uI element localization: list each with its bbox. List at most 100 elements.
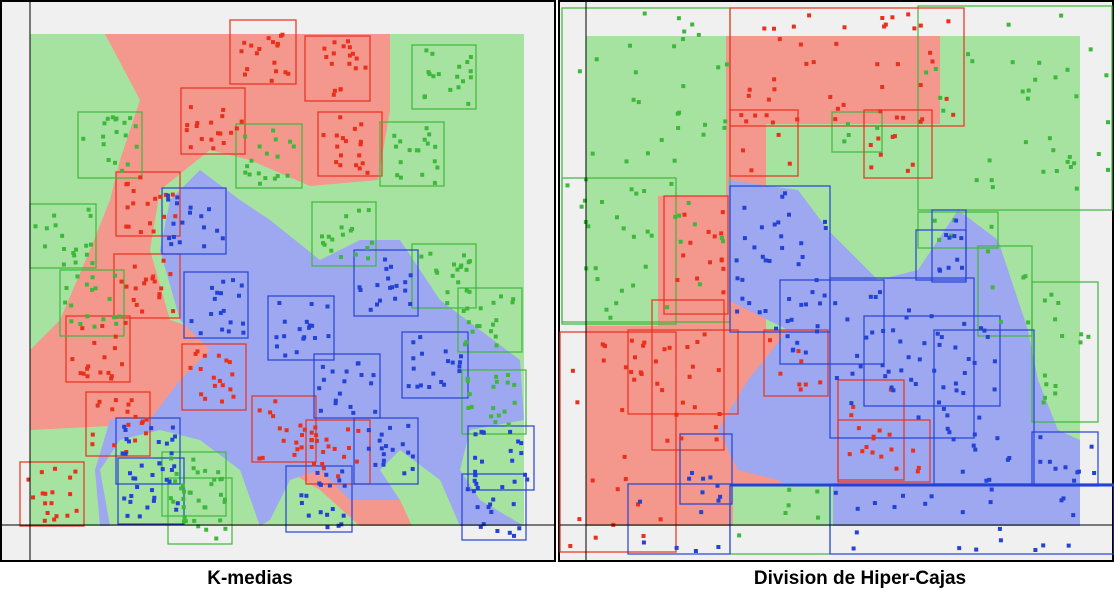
blue-point — [1005, 457, 1010, 462]
green-point — [642, 11, 647, 16]
green-point — [450, 273, 455, 278]
blue-point — [953, 381, 958, 386]
red-point — [142, 281, 147, 286]
blue-point — [945, 413, 950, 418]
green-point — [673, 215, 678, 219]
red-point — [951, 112, 956, 117]
blue-point — [740, 277, 745, 282]
red-point — [894, 466, 899, 471]
blue-point — [137, 514, 142, 519]
blue-point — [313, 336, 317, 340]
green-point — [716, 65, 721, 70]
blue-point — [901, 493, 905, 498]
green-point — [196, 524, 201, 529]
red-cluster-box — [181, 343, 247, 411]
red-point — [284, 428, 289, 433]
red-point — [795, 117, 800, 122]
green-point — [62, 247, 66, 251]
red-point — [842, 25, 847, 30]
red-point — [928, 50, 933, 55]
green-point — [123, 133, 128, 138]
red-point — [662, 347, 667, 352]
red-point — [43, 491, 48, 496]
green-point — [1074, 186, 1079, 191]
red-point — [332, 88, 337, 93]
green-point — [395, 173, 400, 178]
blue-point — [815, 329, 819, 334]
green-point — [466, 405, 471, 410]
green-point — [60, 233, 65, 238]
green-point — [665, 305, 670, 310]
red-point — [321, 133, 326, 138]
green-point — [491, 384, 496, 389]
blue-point — [1063, 465, 1068, 470]
red-point — [184, 128, 189, 133]
blue-point — [892, 505, 897, 509]
red-point — [163, 192, 168, 197]
red-point — [911, 448, 916, 453]
red-point — [78, 371, 83, 376]
blue-point — [638, 499, 642, 504]
red-point — [143, 277, 148, 282]
blue-point — [735, 276, 740, 281]
green-point — [455, 267, 460, 272]
green-point — [101, 317, 106, 322]
red-point — [90, 442, 95, 447]
blue-point — [849, 401, 854, 406]
blue-cluster-box — [285, 465, 353, 533]
green-point — [398, 175, 403, 180]
red-point — [331, 51, 336, 56]
blue-point — [864, 335, 869, 340]
blue-point — [128, 471, 132, 476]
blue-point — [715, 483, 720, 488]
green-point — [424, 48, 429, 53]
blue-point — [177, 240, 182, 245]
red-point — [322, 46, 327, 51]
red-point — [324, 437, 329, 442]
blue-point — [336, 523, 341, 528]
red-point — [878, 152, 883, 157]
red-cluster-box — [863, 109, 933, 179]
green-point — [420, 172, 425, 177]
green-point — [631, 234, 636, 239]
green-cluster-box — [917, 5, 1113, 211]
blue-point — [342, 483, 347, 488]
red-point — [45, 511, 50, 515]
red-point — [90, 432, 95, 437]
green-point — [219, 476, 224, 481]
green-point — [966, 52, 971, 57]
blue-point — [171, 235, 176, 239]
blue-point — [735, 309, 740, 314]
blue-point — [937, 342, 942, 347]
red-point — [134, 302, 139, 307]
red-point — [39, 470, 44, 475]
red-point — [168, 272, 173, 277]
red-point — [753, 113, 758, 118]
green-point — [431, 74, 436, 79]
blue-point — [337, 391, 342, 396]
red-point — [346, 427, 350, 432]
red-point — [347, 61, 352, 66]
blue-point — [220, 236, 225, 241]
green-point — [642, 189, 647, 193]
red-point — [641, 534, 646, 538]
blue-point — [974, 547, 979, 552]
red-point — [804, 61, 809, 66]
red-point — [228, 387, 233, 392]
green-point — [320, 234, 324, 239]
blue-point — [941, 406, 946, 411]
blue-point — [307, 323, 312, 328]
red-point — [68, 475, 73, 480]
blue-point — [1071, 513, 1076, 518]
red-point — [623, 365, 628, 370]
blue-point — [389, 264, 393, 269]
red-point — [638, 370, 643, 375]
red-point — [97, 399, 102, 404]
red-point — [220, 114, 225, 119]
green-point — [565, 183, 570, 188]
red-point — [880, 85, 885, 89]
green-point — [61, 262, 66, 267]
green-point — [990, 185, 995, 190]
blue-point — [307, 325, 311, 330]
blue-point — [164, 477, 169, 482]
